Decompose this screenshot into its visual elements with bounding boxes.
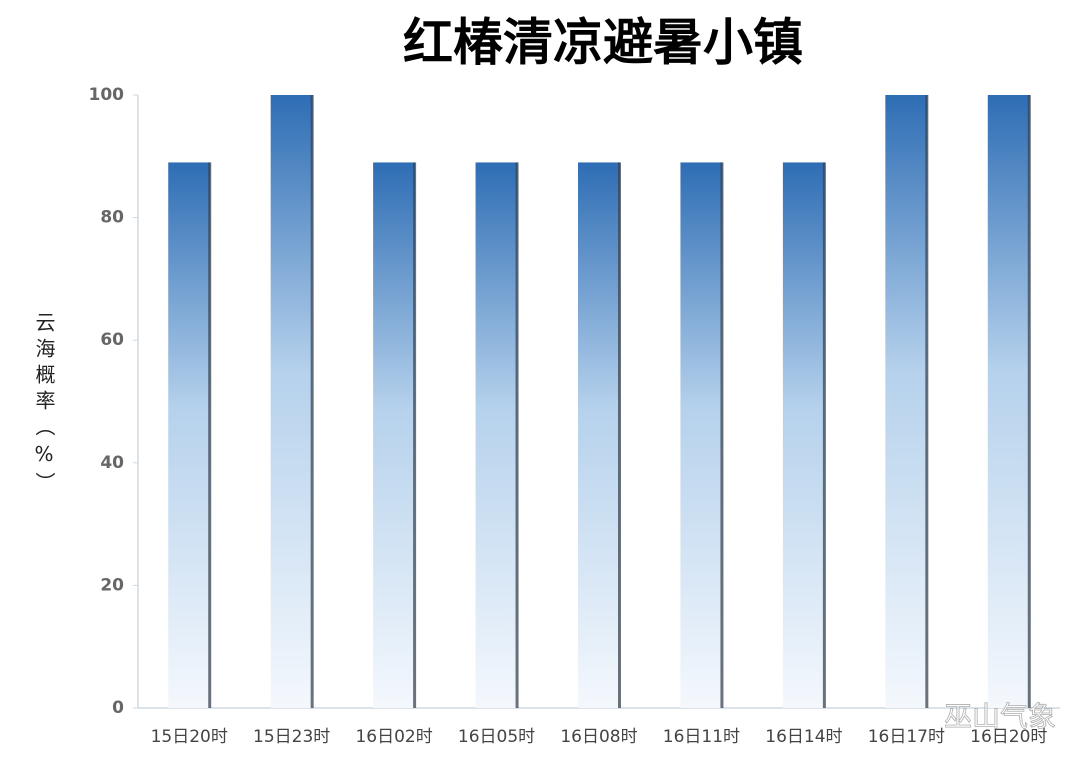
bar-shadow [618,162,621,708]
bar-shadow [515,162,519,708]
bar-shadow [1027,95,1031,708]
bar [782,162,825,708]
bar-shadow [925,95,929,708]
x-tick-label: 16日02时 [355,727,432,747]
x-tick-label: 16日20时 [970,727,1047,747]
y-tick-label: 100 [89,85,125,105]
bar-shadow [822,162,826,708]
watermark: 巫山气象 [944,700,1056,733]
bar [680,162,723,708]
y-tick-label: 60 [100,330,124,350]
bar [373,162,416,708]
x-tick-label: 15日23时 [253,727,330,747]
bar [270,95,313,708]
bar [168,162,211,708]
x-tick-label: 16日05时 [458,727,535,747]
bar-shadow [413,162,417,708]
y-tick-label: 0 [112,698,124,718]
bar [885,95,928,708]
x-tick-label: 16日17时 [868,727,945,747]
x-tick-label: 15日20时 [151,727,228,747]
bar [578,162,620,708]
bar-shadow [208,162,212,708]
x-tick-label: 16日14时 [765,727,842,747]
y-tick-label: 40 [100,453,124,473]
y-tick-label: 20 [100,575,124,595]
chart-title: 红椿清凉避暑小镇 [403,14,803,72]
bar-shadow [310,95,314,708]
bar [475,162,518,708]
bar-shadow [720,162,724,708]
x-tick-label: 16日11时 [663,727,740,747]
y-tick-label: 80 [100,208,124,228]
bar [987,95,1030,708]
y-axis-label: 云海概率（%） [32,312,56,498]
x-tick-label: 16日08时 [560,727,637,747]
